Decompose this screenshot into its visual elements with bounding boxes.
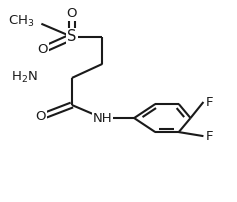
Text: O: O	[37, 43, 48, 56]
Text: F: F	[206, 96, 213, 108]
Text: O: O	[35, 109, 46, 123]
Text: CH$_3$: CH$_3$	[8, 14, 34, 29]
Text: F: F	[206, 130, 213, 143]
Text: O: O	[67, 7, 77, 20]
Text: H$_2$N: H$_2$N	[11, 70, 38, 85]
Text: S: S	[67, 29, 77, 44]
Text: NH: NH	[93, 112, 112, 125]
